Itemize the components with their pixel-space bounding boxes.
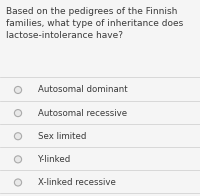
Text: Based on the pedigrees of the Finnish
families, what type of inheritance does
la: Based on the pedigrees of the Finnish fa… bbox=[6, 7, 183, 40]
Text: Autosomal recessive: Autosomal recessive bbox=[38, 109, 127, 118]
Circle shape bbox=[14, 110, 22, 117]
Circle shape bbox=[14, 179, 22, 186]
Text: Y-linked: Y-linked bbox=[38, 155, 71, 164]
Circle shape bbox=[14, 133, 22, 140]
Text: Autosomal dominant: Autosomal dominant bbox=[38, 85, 128, 94]
Text: X-linked recessive: X-linked recessive bbox=[38, 178, 116, 187]
Circle shape bbox=[14, 156, 22, 163]
Circle shape bbox=[14, 86, 22, 93]
Text: Sex limited: Sex limited bbox=[38, 132, 86, 141]
